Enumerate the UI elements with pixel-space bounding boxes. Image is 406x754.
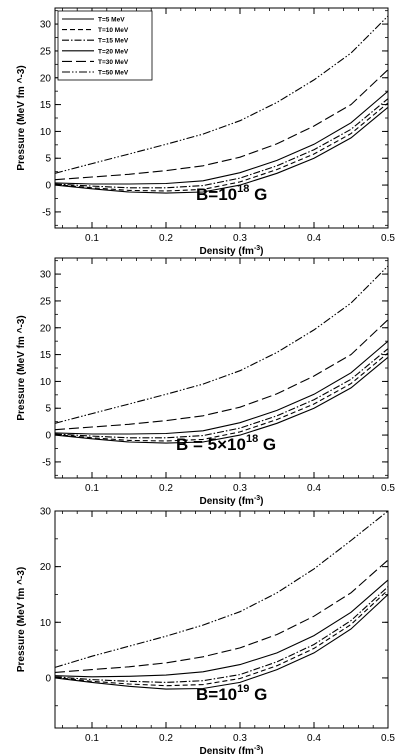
y-tick-label: 0 [45,431,51,442]
series-line-t-15-mev [55,586,388,683]
x-tick-label: 0.2 [159,233,173,244]
chart-panel-top: 0.1 0.2 0.3 0.4 0.5 -5 0 5 10 15 20 25 30 Density (fm… [16,7,395,257]
field-annotation: B=1019 G [196,683,267,704]
y-tick-label: 5 [45,154,51,165]
y-tick-label: 15 [40,350,52,361]
legend [57,10,153,81]
y-tick-label: 5 [45,404,51,415]
y-tick-label: 15 [40,100,52,111]
y-tick-label: -5 [42,457,51,468]
legend-entry: T=30 MeV [98,59,129,66]
field-annotation: B=1018 G [196,183,267,204]
y-tick-label: 25 [40,296,52,307]
y-tick-label: 0 [45,673,51,684]
x-axis-label: Density (fm-3) [199,495,263,507]
y-tick-label: 20 [40,562,52,573]
y-axis-label: Pressure (MeV fm ^-3) [16,567,27,672]
x-tick-label: 0.5 [381,733,395,744]
series-line-t-50-mev [55,511,388,668]
chart-panel-middle: 0.1 0.2 0.3 0.4 0.5 -5 0 5 10 15 20 25 30 Density (fm… [16,257,395,507]
series-line-t-5-mev [55,356,388,444]
y-axis-label: Pressure (MeV fm ^-3) [16,65,27,170]
x-tick-label: 0.5 [381,233,395,244]
x-tick-label: 0.1 [85,483,99,494]
series-line-t-50-mev [55,265,388,424]
legend-entry: T=20 MeV [98,48,129,55]
y-tick-label: 25 [40,46,52,57]
x-tick-label: 0.2 [159,483,173,494]
x-tick-label: 0.4 [307,233,321,244]
series-line-t-15-mev [55,98,388,189]
y-tick-label: 10 [40,618,52,629]
x-tick-label: 0.3 [233,233,247,244]
x-tick-label: 0.2 [159,733,173,744]
series-line-t-20-mev [55,90,388,185]
y-tick-label: 30 [40,507,52,518]
series-line-t-30-mev [55,559,388,673]
legend-entry: T=10 MeV [98,27,129,34]
x-axis-label: Density (fm-3) [199,745,263,754]
x-tick-label: 0.4 [307,483,321,494]
series-line-t-5-mev [55,106,388,194]
legend-entry: T=5 MeV [98,17,125,24]
y-tick-label: 20 [40,323,52,334]
series-line-t-20-mev [55,340,388,435]
series-line-t-30-mev [55,319,388,431]
field-annotation: B = 5×1018 G [176,433,276,454]
plot-area [54,510,389,729]
chart-panel-bottom: 0.1 0.2 0.3 0.4 0.5 0 10 20 30 Density (fm-3) Pres… [16,507,395,754]
y-tick-label: 10 [40,377,52,388]
x-tick-label: 0.3 [233,483,247,494]
y-tick-label: 10 [40,127,52,138]
series-line-t-5-mev [55,594,388,690]
series-line-t-15-mev [55,348,388,439]
y-tick-label: 0 [45,181,51,192]
y-tick-label: 20 [40,73,52,84]
y-axis-label: Pressure (MeV fm ^-3) [16,315,27,420]
y-tick-label: 30 [40,20,52,31]
legend-entry: T=50 MeV [98,70,129,77]
series-line-t-10-mev [55,102,388,192]
series-line-t-20-mev [55,579,388,678]
x-tick-label: 0.1 [85,233,99,244]
legend-entry: T=15 MeV [98,38,129,45]
x-tick-label: 0.4 [307,733,321,744]
y-tick-label: 30 [40,270,52,281]
series-line-t-30-mev [55,69,388,181]
series-line-t-50-mev [55,15,388,174]
x-axis-label: Density (fm-3) [199,245,263,257]
series-line-t-10-mev [55,352,388,442]
x-tick-label: 0.3 [233,733,247,744]
x-tick-label: 0.5 [381,483,395,494]
y-tick-label: -5 [42,207,51,218]
x-tick-label: 0.1 [85,733,99,744]
